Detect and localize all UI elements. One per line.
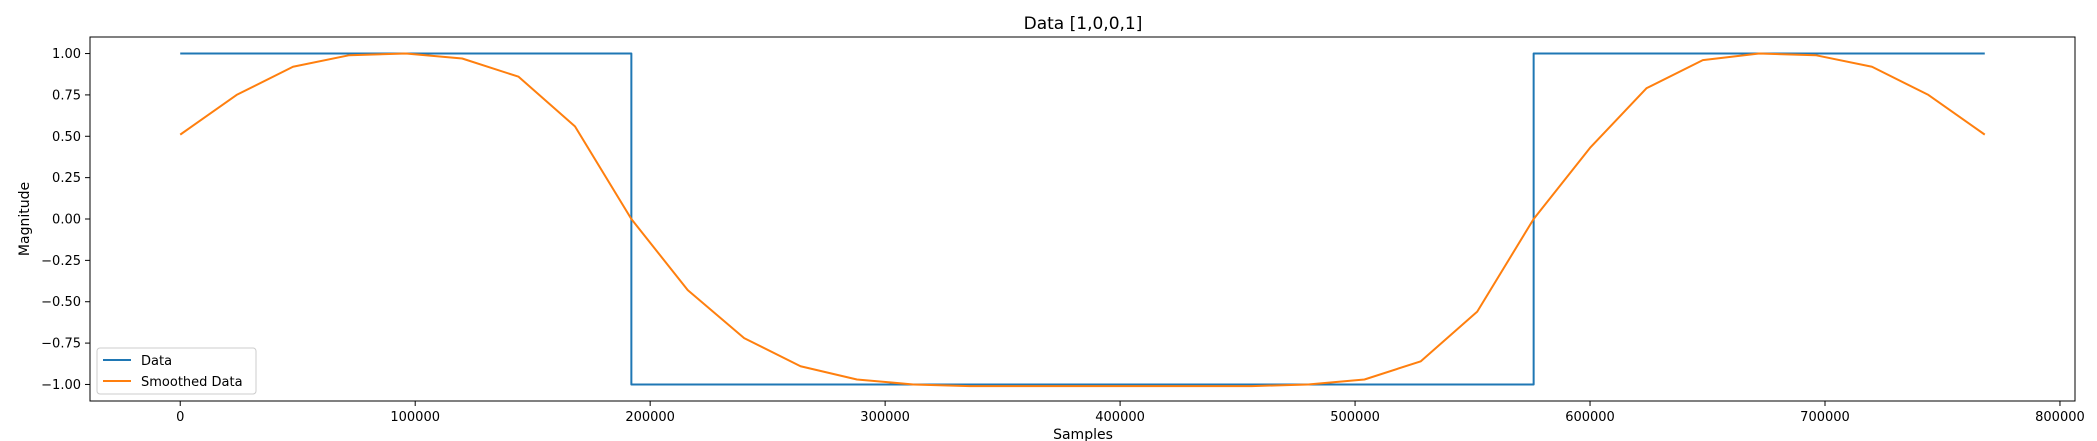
series-line-data — [180, 52, 1985, 386]
x-tick-label: 500000 — [1330, 410, 1380, 425]
x-tick-label: 300000 — [860, 410, 910, 425]
series-line-smoothed-data — [179, 52, 1986, 388]
x-axis-ticks: 0 100000 200000 300000 400000 500000 600000 700… — [176, 401, 2085, 425]
y-tick-label: −1.00 — [41, 378, 81, 393]
x-tick-label: 200000 — [625, 410, 675, 425]
x-tick-label: 100000 — [390, 410, 440, 425]
y-tick-label: 0.00 — [52, 213, 81, 228]
legend-box — [96, 347, 257, 395]
y-tick-label: −0.50 — [41, 295, 81, 310]
legend-label-data: Data — [141, 354, 172, 369]
chart-title: Data [1,0,0,1] — [1024, 14, 1143, 34]
x-tick-label: 700000 — [1800, 410, 1850, 425]
legend: Data Smoothed Data — [96, 347, 257, 395]
plot-area: 0 100000 200000 300000 400000 500000 600000 700… — [41, 36, 2085, 425]
y-tick-label: −0.75 — [41, 337, 81, 352]
x-tick-label: 0 — [176, 410, 184, 425]
y-tick-label: 0.75 — [52, 88, 81, 103]
x-tick-label: 400000 — [1095, 410, 1145, 425]
x-tick-label: 800000 — [2035, 410, 2085, 425]
x-tick-label: 600000 — [1565, 410, 1615, 425]
y-tick-label: 0.50 — [52, 130, 81, 145]
y-tick-label: 0.25 — [52, 171, 81, 186]
x-axis-label: Samples — [1053, 427, 1113, 441]
y-tick-label: 1.00 — [52, 47, 81, 62]
legend-label-smoothed-data: Smoothed Data — [141, 375, 243, 390]
y-tick-label: −0.25 — [41, 254, 81, 269]
y-axis-ticks: 1.00 0.75 0.50 0.25 0.00 −0.25 −0.50 −0.75 −1.00 — [41, 47, 90, 393]
y-axis-label: Magnitude — [17, 182, 33, 256]
series-layer — [179, 52, 1986, 388]
